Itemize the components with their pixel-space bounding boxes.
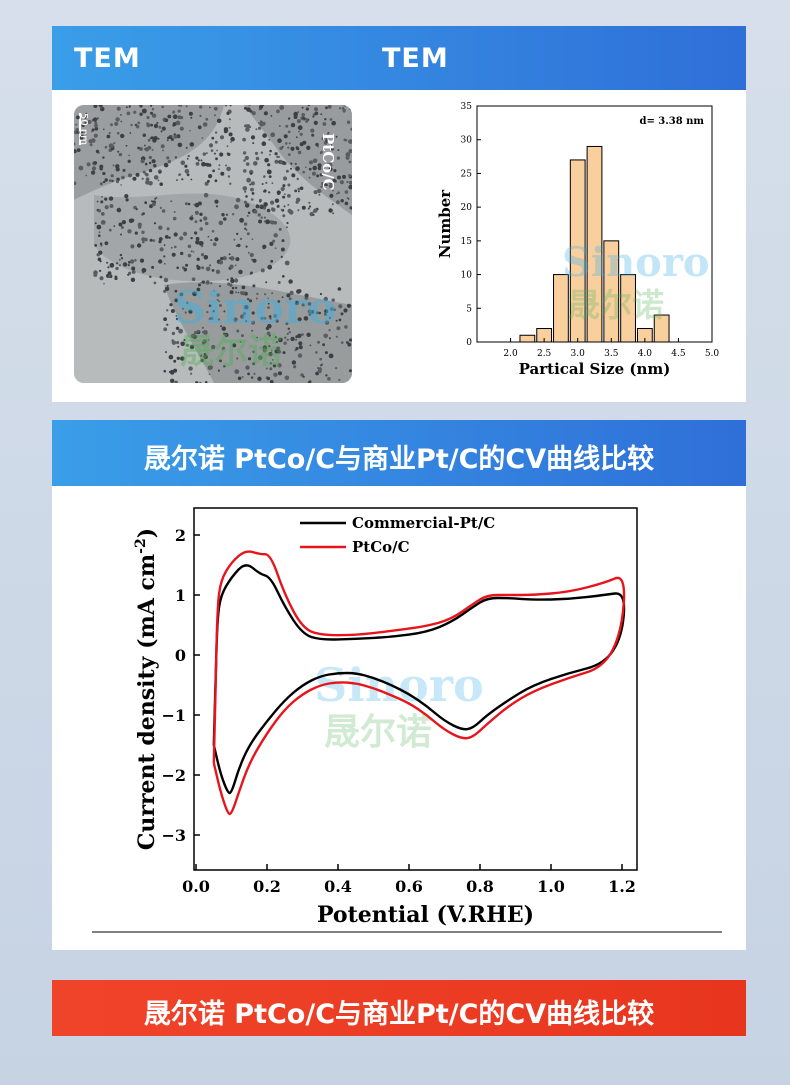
x-tick-label: 0.2 [253,877,281,896]
tem-header-banner: TEM TEM [52,26,746,90]
tem-right-label: TEM [382,43,449,74]
histogram-bar [653,314,670,343]
watermark-logo: Sinoro [314,658,484,712]
y-tick-label: −3 [161,826,186,845]
y-tick-label: 20 [461,203,473,213]
tem-panel: Sinoro 晟尔诺 50 nm PtCo/C 0 5 10 15 20 25 30 35 2.0… [52,90,746,402]
footer-banner: 晟尔诺 PtCo/C与商业Pt/C的CV曲线比较 [52,980,746,1036]
x-axis-label: Partical Size (nm) [519,360,671,378]
watermark-logo: Sinoro [174,283,336,334]
y-axis-label-main: Current density (mA cm [134,554,160,850]
y-axis-label: Current density (mA cm-2) [133,528,160,850]
y-axis-label-close: ) [134,528,160,538]
y-axis-label: Number [436,189,454,259]
histogram-chart: 0 5 10 15 20 25 30 35 2.0 2.5 3.0 3.5 4.0 4.5 5.0 Parti… [436,102,720,378]
cv-series-line [212,550,626,816]
histogram-bar [519,334,536,343]
y-tick-label: 30 [461,136,473,146]
x-tick-label: 3.0 [571,349,586,359]
x-tick-label: 1.2 [608,877,636,896]
histogram-bar [586,145,603,343]
y-tick-label: 5 [466,304,472,314]
y-tick-label: −1 [161,706,186,725]
scale-bar-label: 50 nm [78,113,89,145]
watermark-subtext: 晟尔诺 [568,286,664,324]
y-tick-label: 0 [175,646,186,665]
y-tick-label: 35 [461,102,473,112]
watermark-logo: Sinoro [562,239,710,286]
tem-cluster-region [164,282,352,383]
x-tick-label: 0.0 [182,877,210,896]
y-tick-label: 15 [461,237,473,247]
watermark-subtext: 晟尔诺 [324,711,432,753]
watermark-subtext: 晟尔诺 [180,332,282,372]
x-tick-label: 3.5 [604,349,619,359]
y-tick-label: 0 [466,338,472,348]
x-tick-label: 0.6 [395,877,423,896]
tem-particles [74,105,352,383]
x-tick-label: 2.5 [537,349,552,359]
x-axis-label: Potential (V.RHE) [317,902,534,928]
size-annotation: d= 3.38 nm [639,116,704,127]
legend-label: Commercial-Pt/C [352,514,495,532]
tem-left-label: TEM [74,43,141,74]
x-tick-label: 0.4 [324,877,352,896]
cv-header-banner: 晟尔诺 PtCo/C与商业Pt/C的CV曲线比较 [52,420,746,486]
cv-series-line [212,564,626,795]
y-tick-label: 10 [461,271,473,281]
cv-frame [193,507,638,871]
tem-cluster-region [244,105,352,215]
y-tick-label: 2 [175,526,186,545]
x-tick-label: 1.0 [537,877,565,896]
y-tick-label: −2 [161,766,186,785]
histogram-bar [553,274,569,343]
histogram-bar [620,274,636,343]
legend-label: PtCo/C [352,538,410,556]
x-tick-label: 0.8 [466,877,494,896]
tem-sample-label: PtCo/C [319,133,337,191]
y-tick-label: 1 [175,586,186,605]
cv-panel: Sinoro 晟尔诺 2 1 0 −1 −2 −3 0.0 0.2 0.4 0.6 0.8 1.0 1.2 C… [52,486,746,950]
cv-header-title: 晟尔诺 PtCo/C与商业Pt/C的CV曲线比较 [143,444,655,475]
y-axis-label-exponent: -2 [133,538,149,554]
y-tick-label: 25 [461,169,473,179]
footer-title: 晟尔诺 PtCo/C与商业Pt/C的CV曲线比较 [143,999,655,1030]
x-tick-label: 4.5 [671,349,686,359]
x-tick-label: 2.0 [503,349,518,359]
x-tick-label: 5.0 [705,349,720,359]
x-tick-label: 4.0 [638,349,653,359]
tem-micrograph: Sinoro 晟尔诺 50 nm PtCo/C [74,105,352,383]
